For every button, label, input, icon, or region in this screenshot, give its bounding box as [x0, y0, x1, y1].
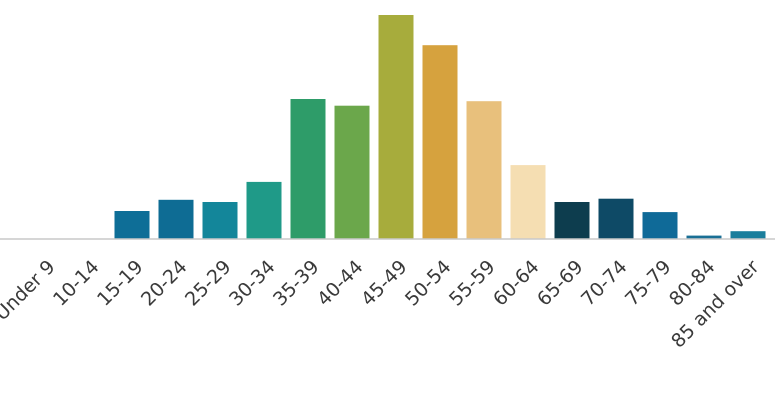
bar-45-49: [378, 15, 414, 239]
bar-70-74: [598, 198, 634, 239]
tick-label-70-74: 70-74: [577, 256, 632, 311]
tick-label-65-69: 65-69: [533, 256, 588, 311]
bar-50-54: [422, 45, 458, 240]
bar-65-69: [554, 202, 590, 239]
tick-label-45-49: 45-49: [357, 256, 412, 311]
tick-label-40-44: 40-44: [313, 256, 368, 311]
tick-label-15-19: 15-19: [93, 256, 148, 311]
bar-40-44: [334, 105, 370, 239]
tick-label-75-79: 75-79: [621, 256, 676, 311]
tick-label-55-59: 55-59: [445, 256, 500, 311]
tick-label-20-24: 20-24: [137, 256, 192, 311]
bar-75-79: [642, 212, 678, 239]
bar-30-34: [246, 181, 282, 239]
bar-20-24: [158, 199, 194, 239]
tick-label-25-29: 25-29: [181, 256, 236, 311]
tick-label-35-39: 35-39: [269, 256, 324, 311]
tick-label-10-14: 10-14: [49, 256, 104, 311]
tick-label-60-64: 60-64: [489, 256, 544, 311]
tick-labels-group: Under 910-1415-1920-2425-2930-3435-3940-…: [0, 256, 764, 353]
tick-label-under-9: Under 9: [0, 256, 60, 325]
tick-label-30-34: 30-34: [225, 256, 280, 311]
tick-label-50-54: 50-54: [401, 256, 456, 311]
bar-80-84: [686, 235, 722, 239]
bars-group: [114, 15, 766, 240]
bar-25-29: [202, 202, 238, 239]
bar-15-19: [114, 211, 150, 239]
bar-60-64: [510, 165, 546, 239]
bar-55-59: [466, 101, 502, 239]
bar-35-39: [290, 99, 326, 239]
bar-85-and-over: [730, 231, 766, 239]
